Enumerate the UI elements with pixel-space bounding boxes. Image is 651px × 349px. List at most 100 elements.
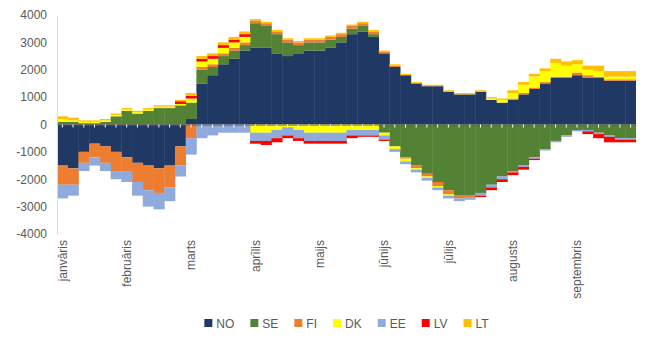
bar [475, 92, 486, 125]
bar [443, 190, 454, 194]
bar [411, 83, 422, 124]
legend-item: FI [294, 317, 317, 331]
bar [454, 93, 465, 94]
legend-label: DK [345, 317, 362, 331]
bar [422, 177, 433, 178]
bar [443, 90, 454, 91]
bar [293, 45, 304, 53]
bar [239, 125, 250, 133]
bar [57, 116, 68, 119]
x-tick [459, 125, 460, 128]
series-bars [57, 37, 636, 196]
bar [336, 34, 347, 37]
bar [389, 67, 400, 124]
bar [604, 125, 615, 136]
bar [229, 48, 240, 51]
bar [250, 19, 261, 20]
bar [604, 79, 615, 80]
bar [271, 138, 282, 142]
x-tick [244, 125, 245, 128]
bar [389, 125, 400, 147]
bar [422, 174, 433, 177]
bar [282, 40, 293, 43]
x-tick-mark [319, 125, 320, 128]
bar [186, 98, 197, 102]
x-tick [276, 125, 277, 128]
bar [582, 66, 593, 70]
x-tick [266, 125, 267, 128]
x-tick-mark [373, 125, 374, 128]
bar [432, 85, 443, 86]
bar [625, 138, 636, 139]
x-tick-mark [577, 125, 578, 128]
x-tick: janvāris [56, 125, 70, 283]
bar [239, 31, 250, 34]
bar [239, 34, 250, 37]
bar [175, 166, 186, 177]
x-tick [287, 125, 288, 128]
x-tick-mark [266, 125, 267, 128]
x-tick [394, 125, 395, 128]
x-tick-mark [201, 125, 202, 128]
x-tick [308, 125, 309, 128]
y-axis: -4000-3000-2000-100001000200030004000 [16, 8, 57, 241]
bar [336, 125, 347, 133]
bar [89, 122, 100, 123]
x-tick-mark [233, 125, 234, 128]
bar [432, 186, 443, 187]
bar [368, 34, 379, 37]
bar [550, 63, 561, 77]
bar [164, 107, 175, 108]
x-tick-mark [298, 125, 299, 128]
bar [229, 59, 240, 125]
bar [111, 125, 122, 152]
x-tick-mark [330, 125, 331, 128]
x-tick [544, 125, 545, 128]
x-tick [148, 125, 149, 128]
x-tick [158, 125, 159, 128]
bar [625, 81, 636, 125]
bar [593, 77, 604, 78]
bar [572, 130, 583, 131]
bar [572, 60, 583, 64]
bar [368, 31, 379, 34]
legend-label: SE [262, 317, 278, 331]
x-tick-mark [83, 125, 84, 128]
x-tick-mark [191, 125, 192, 128]
bar [164, 125, 175, 166]
y-tick: 4000 [20, 8, 57, 22]
bar [186, 138, 197, 154]
bar [132, 111, 143, 112]
x-tick-mark [126, 125, 127, 128]
bar [78, 123, 89, 124]
legend-swatch [294, 319, 302, 327]
bar [336, 42, 347, 124]
x-tick-mark [137, 125, 138, 128]
x-tick-mark [566, 125, 567, 128]
bar [271, 34, 282, 53]
y-tick: 3000 [20, 36, 57, 50]
x-tick-mark [480, 125, 481, 128]
bar [261, 133, 272, 141]
bar [486, 125, 497, 185]
legend-item: EE [378, 317, 406, 331]
chart: -4000-3000-2000-100001000200030004000jan… [0, 0, 651, 349]
x-tick [169, 125, 170, 128]
bar [379, 52, 390, 53]
x-tick [105, 125, 106, 128]
bar [325, 48, 336, 125]
bar [507, 100, 518, 125]
bar [411, 82, 422, 83]
x-tick [115, 125, 116, 128]
bar [175, 125, 186, 147]
bar [250, 141, 261, 144]
legend-item: LT [464, 317, 490, 331]
x-tick: maijs [313, 125, 327, 269]
bar [207, 67, 218, 75]
bar [164, 166, 175, 188]
x-axis-line [58, 125, 637, 126]
bar [604, 81, 615, 125]
x-tick [373, 125, 374, 128]
bar [282, 135, 293, 138]
bar [625, 77, 636, 80]
